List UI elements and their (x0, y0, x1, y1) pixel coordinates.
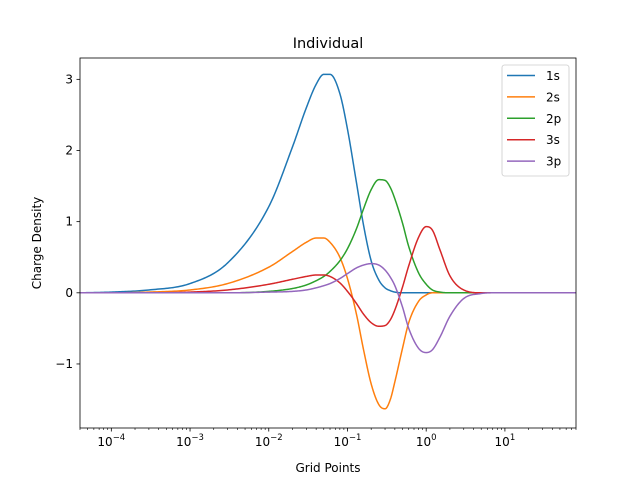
legend-label-2p: 2p (546, 112, 561, 126)
y-tick-label: 3 (65, 72, 73, 86)
plot-area (79, 57, 577, 429)
legend-label-1s: 1s (546, 69, 560, 83)
y-tick-label: 1 (65, 215, 73, 229)
x-axis-label: Grid Points (295, 461, 360, 475)
legend-label-3s: 3s (546, 133, 560, 147)
x-tick-label: 10−4 (97, 433, 125, 449)
x-tick-label: 10−1 (334, 433, 362, 449)
legend-label-3p: 3p (546, 155, 561, 169)
y-tick-label: 2 (65, 144, 73, 158)
legend-label-2s: 2s (546, 90, 560, 104)
y-tick-label: 0 (65, 286, 73, 300)
y-axis-label: Charge Density (30, 197, 44, 290)
y-axis: −1 0 1 2 3 (55, 72, 80, 371)
series-line-3p (80, 262, 576, 354)
series-layer (80, 73, 576, 410)
x-tick-label: 101 (495, 433, 516, 449)
chart-title: Individual (293, 36, 364, 52)
x-tick-label: 10−3 (176, 433, 204, 449)
series-line-3s (80, 225, 576, 327)
series-line-2p (80, 178, 576, 294)
legend: 1s 2s 2p 3s 3p (501, 64, 570, 177)
x-tick-label: 100 (416, 433, 437, 449)
legend-box (501, 64, 570, 177)
y-tick-label: −1 (55, 357, 73, 371)
x-tick-label: 10−2 (255, 433, 283, 449)
plot-frame (79, 57, 577, 429)
x-axis: 10−4 10−3 10−2 10−1 100 101 (79, 428, 577, 449)
